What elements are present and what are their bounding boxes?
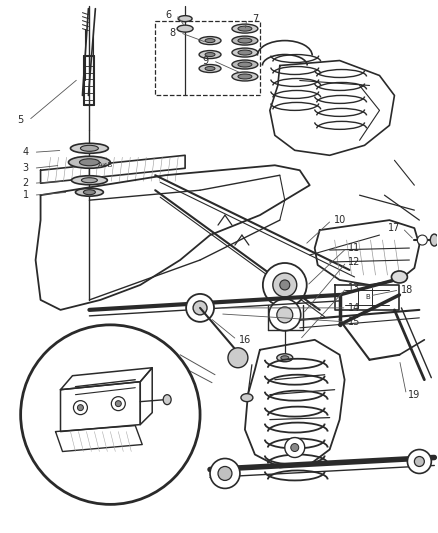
Text: 6: 6 (165, 10, 171, 20)
Circle shape (263, 263, 307, 307)
Text: 16: 16 (239, 335, 251, 345)
Ellipse shape (177, 25, 193, 32)
Ellipse shape (81, 146, 99, 151)
Ellipse shape (71, 143, 108, 154)
Circle shape (417, 235, 427, 245)
Ellipse shape (75, 188, 103, 196)
Ellipse shape (163, 394, 171, 405)
Circle shape (280, 280, 290, 290)
Circle shape (74, 401, 88, 415)
Circle shape (273, 273, 297, 297)
Ellipse shape (232, 36, 258, 45)
Text: 1: 1 (22, 190, 28, 200)
Text: 15: 15 (348, 317, 361, 327)
Ellipse shape (232, 24, 258, 33)
Circle shape (210, 458, 240, 488)
Ellipse shape (68, 156, 110, 168)
Text: 11: 11 (349, 243, 361, 253)
Ellipse shape (205, 67, 215, 70)
Ellipse shape (430, 234, 438, 246)
Circle shape (21, 325, 200, 504)
Circle shape (414, 456, 424, 466)
Circle shape (291, 443, 299, 451)
Circle shape (407, 449, 431, 473)
Text: 14: 14 (349, 303, 361, 313)
Circle shape (78, 405, 83, 410)
Circle shape (228, 348, 248, 368)
Text: 13: 13 (349, 283, 361, 293)
Ellipse shape (199, 64, 221, 72)
Ellipse shape (83, 190, 95, 195)
Ellipse shape (199, 37, 221, 45)
Ellipse shape (205, 53, 215, 56)
Text: 18: 18 (401, 285, 413, 295)
Ellipse shape (178, 15, 192, 22)
Text: 2: 2 (22, 178, 29, 188)
Text: 9: 9 (202, 55, 208, 66)
Ellipse shape (281, 356, 289, 360)
Ellipse shape (79, 159, 99, 166)
Circle shape (115, 401, 121, 407)
Ellipse shape (238, 62, 252, 67)
Ellipse shape (199, 51, 221, 59)
Ellipse shape (238, 74, 252, 79)
Text: 7: 7 (252, 14, 258, 23)
Text: A≠B: A≠B (98, 162, 113, 168)
Text: 3: 3 (22, 163, 28, 173)
Circle shape (193, 301, 207, 315)
Text: 17: 17 (388, 223, 401, 233)
Circle shape (218, 466, 232, 480)
Text: 8: 8 (169, 28, 175, 38)
Ellipse shape (71, 176, 107, 185)
Ellipse shape (238, 26, 252, 31)
Ellipse shape (232, 60, 258, 69)
Text: 12: 12 (348, 257, 361, 267)
Ellipse shape (277, 354, 293, 362)
Ellipse shape (205, 38, 215, 43)
Text: 4: 4 (22, 147, 28, 157)
Circle shape (277, 307, 293, 323)
Circle shape (285, 438, 305, 457)
Ellipse shape (238, 50, 252, 55)
Text: 10: 10 (333, 215, 346, 225)
Text: 19: 19 (408, 390, 420, 400)
Ellipse shape (232, 72, 258, 81)
Ellipse shape (238, 38, 252, 43)
Ellipse shape (232, 48, 258, 57)
Circle shape (186, 294, 214, 322)
Ellipse shape (241, 394, 253, 402)
Ellipse shape (81, 177, 97, 183)
Circle shape (269, 299, 301, 331)
Text: 5: 5 (18, 115, 24, 125)
Bar (155, 21, 260, 95)
Ellipse shape (392, 271, 407, 283)
Text: B: B (365, 294, 370, 300)
Circle shape (111, 397, 125, 410)
